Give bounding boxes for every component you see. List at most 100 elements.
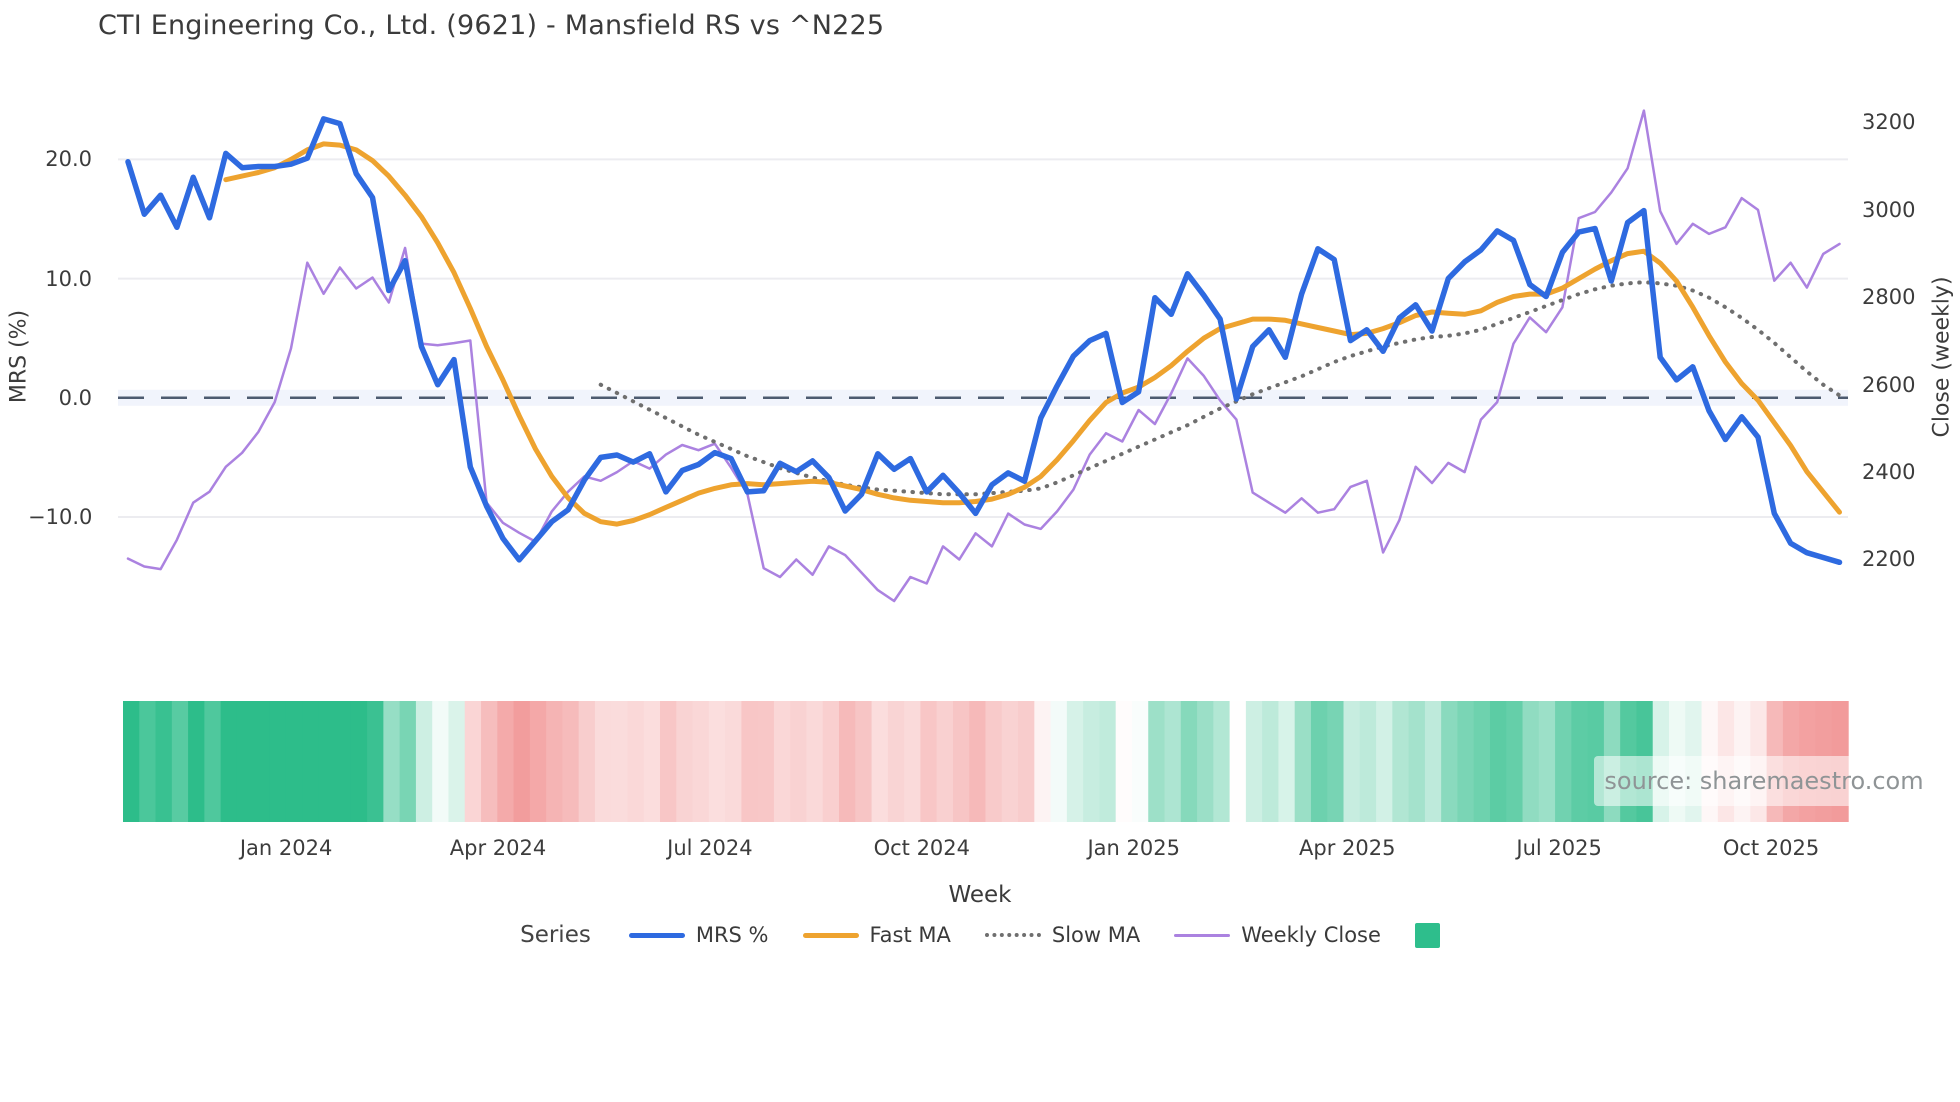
heatmap-cell[interactable] [448,701,466,822]
heatmap-cell[interactable] [415,701,433,822]
heatmap-cell[interactable] [790,701,808,822]
heatmap-cell[interactable] [236,701,254,822]
heatmap-cell[interactable] [1327,701,1345,822]
heatmap-cell[interactable] [692,701,710,822]
series-mrs- [125,116,1843,566]
heatmap-cell[interactable] [253,701,271,822]
heatmap-cell[interactable] [920,701,938,822]
heatmap-cell[interactable] [1066,701,1084,822]
legend-label-weekly-close: Weekly Close [1241,923,1381,947]
heatmap-cell[interactable] [806,701,824,822]
legend-label-mrs: MRS % [695,923,769,947]
heatmap-cell[interactable] [578,701,596,822]
heatmap-cell[interactable] [1392,701,1410,822]
heatmap-cell[interactable] [367,701,385,822]
heatmap-cell[interactable] [1294,701,1312,822]
heatmap-cell[interactable] [1034,701,1052,822]
heatmap-cell[interactable] [1343,701,1361,822]
heatmap-cell[interactable] [1522,701,1540,822]
heatmap-cell[interactable] [220,701,238,822]
heatmap-cell[interactable] [855,701,873,822]
heatmap-cell[interactable] [432,701,450,822]
heatmap-cell[interactable] [1424,701,1442,822]
heatmap-cell[interactable] [546,701,564,822]
heatmap-cell[interactable] [1555,701,1573,822]
fast-ma-line-swatch [802,932,859,938]
heatmap-cell[interactable] [887,701,905,822]
heatmap-cell[interactable] [302,701,319,822]
heatmap-cell[interactable] [773,701,791,822]
heatmap-cell[interactable] [139,701,157,822]
heatmap-cell[interactable] [1376,701,1394,822]
heatmap-cell[interactable] [594,701,612,822]
heatmap-cell[interactable] [643,701,661,822]
heatmap-cell[interactable] [1571,701,1589,822]
heatmap-cell[interactable] [497,701,515,822]
heatmap-cell[interactable] [822,701,840,822]
heatmap-cell[interactable] [1310,701,1328,822]
heatmap-cell[interactable] [1018,701,1036,822]
heatmap-cell[interactable] [269,701,287,822]
heatmap-cell[interactable] [1083,701,1101,822]
heatmap-cell[interactable] [513,701,531,822]
heatmap-cell[interactable] [1278,701,1296,822]
heatmap-cell[interactable] [1180,701,1198,822]
heatmap-cell[interactable] [952,701,970,822]
heatmap-cell[interactable] [1050,701,1068,822]
heatmap-cell[interactable] [1213,701,1231,822]
heatmap-cell[interactable] [611,701,629,822]
heatmap-cell[interactable] [464,701,482,822]
heatmap-cell[interactable] [839,701,857,822]
heatmap-cell[interactable] [481,701,498,822]
heatmap-cell[interactable] [1148,701,1166,822]
heatmap-cell[interactable] [1262,701,1280,822]
heatmap-cell[interactable] [155,701,173,822]
heatmap-cell[interactable] [1441,701,1459,822]
heatmap-cell[interactable] [350,701,368,822]
heatmap-cell[interactable] [969,701,987,822]
heatmap-cell[interactable] [1131,701,1149,822]
legend-item-mrs[interactable]: MRS % [628,923,769,947]
heatmap-cell[interactable] [1001,701,1019,822]
heatmap-cell[interactable] [936,701,954,822]
heatmap-cell[interactable] [871,701,889,822]
heatmap-cell[interactable] [1229,701,1247,822]
heatmap-cell[interactable] [757,701,775,822]
heatmap-cell[interactable] [334,701,352,822]
heatmap-cell[interactable] [285,701,303,822]
heatmap-cell[interactable] [708,701,726,822]
heatmap-cell[interactable] [660,701,678,822]
legend-item-weekly-close[interactable]: Weekly Close [1174,923,1381,947]
heatmap-cell[interactable] [1538,701,1556,822]
heatmap-cell[interactable] [1245,701,1263,822]
legend-item-heatmap[interactable] [1414,922,1440,948]
heatmap-cell[interactable] [1164,701,1182,822]
heatmap-cell[interactable] [985,701,1003,822]
heatmap-cell[interactable] [1408,701,1426,822]
heatmap-cell[interactable] [529,701,547,822]
heatmap-cell[interactable] [562,701,580,822]
heatmap-cell[interactable] [1099,701,1117,822]
heatmap-cell[interactable] [204,701,222,822]
legend-item-slow-ma[interactable]: Slow MA [984,923,1140,947]
heatmap-cell[interactable] [1359,701,1377,822]
heatmap-cell[interactable] [1506,701,1524,822]
legend-item-fast-ma[interactable]: Fast MA [802,923,951,947]
heatmap-cell[interactable] [1457,701,1475,822]
heatmap-cell[interactable] [123,701,140,822]
heatmap-cell[interactable] [399,701,417,822]
heatmap-cell[interactable] [627,701,645,822]
heatmap-cell[interactable] [1473,701,1491,822]
heatmap-cell[interactable] [1197,701,1215,822]
heatmap-cell[interactable] [383,701,401,822]
heatmap-cell[interactable] [676,701,694,822]
heatmap-cell[interactable] [171,701,189,822]
heatmap-cell[interactable] [725,701,743,822]
heatmap-cell[interactable] [1115,701,1133,822]
heatmap-cell[interactable] [318,701,336,822]
heatmap-cell[interactable] [1489,701,1507,822]
heatmap-cell[interactable] [741,701,759,822]
heatmap-cell[interactable] [904,701,922,822]
heatmap-cell[interactable] [188,701,206,822]
